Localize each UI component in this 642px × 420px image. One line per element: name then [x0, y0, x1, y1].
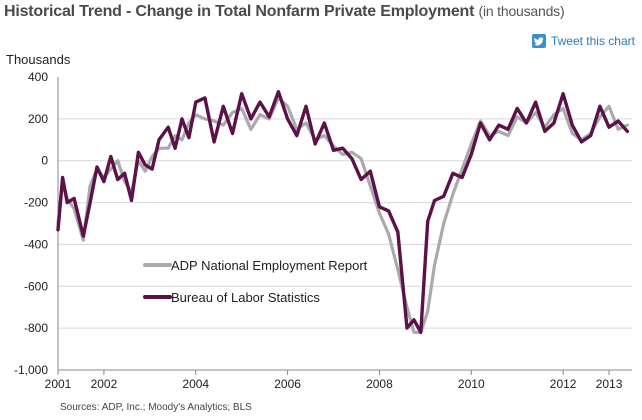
chart-title-units: (in thousands) — [478, 3, 565, 19]
legend-label-adp: ADP National Employment Report — [171, 258, 368, 273]
series-line-bls — [56, 89, 630, 334]
x-tick-label: 2013 — [596, 377, 623, 391]
y-tick-label: 400 — [28, 70, 48, 84]
tweet-chart-label: Tweet this chart — [550, 34, 635, 48]
x-tick-label: 2012 — [550, 377, 577, 391]
x-tick-label: 2004 — [182, 377, 209, 391]
chart-title: Historical Trend - Change in Total Nonfa… — [4, 3, 565, 21]
y-tick-label: -400 — [24, 237, 48, 251]
chart-title-main: Historical Trend - Change in Total Nonfa… — [4, 3, 475, 20]
twitter-bird-icon — [531, 34, 546, 48]
x-tick-label: 2008 — [366, 377, 393, 391]
y-tick-label: -600 — [24, 279, 48, 293]
sources-note: Sources: ADP, Inc.; Moody's Analytics; B… — [60, 402, 252, 413]
y-axis-unit-label: Thousands — [6, 52, 71, 67]
tweet-chart-button[interactable]: Tweet this chart — [531, 34, 635, 48]
y-tick-label: -200 — [24, 196, 48, 210]
x-tick-label: 2010 — [458, 377, 485, 391]
chart-legend: ADP National Employment Report Bureau of … — [143, 258, 368, 305]
y-tick-label: 200 — [28, 112, 48, 126]
x-tick-label: 2001 — [45, 377, 72, 391]
chart-series — [56, 89, 630, 334]
x-tick-label: 2006 — [274, 377, 301, 391]
legend-label-bls: Bureau of Labor Statistics — [171, 290, 320, 305]
y-tick-label: -800 — [24, 321, 48, 335]
y-tick-label: -1,000 — [14, 363, 48, 377]
y-tick-label: 0 — [41, 154, 48, 168]
x-tick-label: 2002 — [91, 377, 118, 391]
